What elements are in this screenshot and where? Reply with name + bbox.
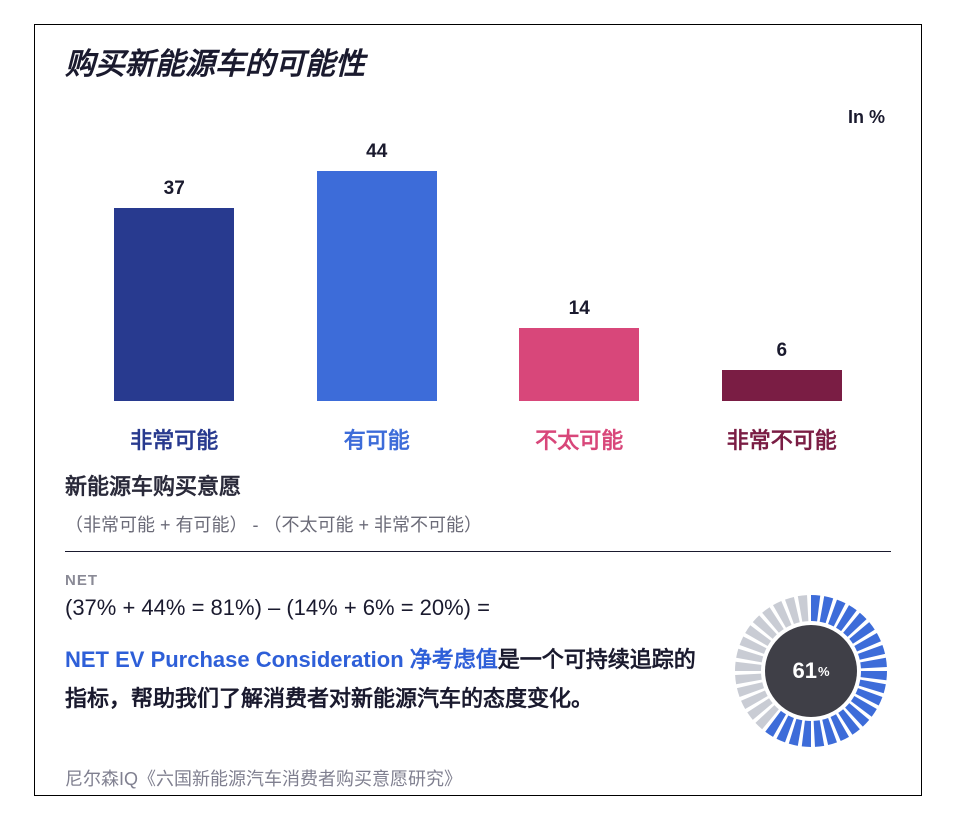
bar-chart: In % 37 44 14 6 — [65, 101, 891, 401]
bar-group: 14 — [478, 101, 681, 401]
bar-value-label: 44 — [366, 141, 387, 163]
bar — [722, 370, 842, 401]
bar-value-label: 37 — [164, 178, 185, 200]
source-text: 尼尔森IQ《六国新能源汽车消费者购买意愿研究》 — [65, 765, 891, 791]
bar-group: 37 — [73, 101, 276, 401]
gauge-value-unit: % — [818, 664, 830, 679]
description-highlight: NET EV Purchase Consideration 净考虑值 — [65, 647, 498, 672]
page-title: 购买新能源车的可能性 — [65, 39, 891, 83]
bar-value-label: 14 — [569, 298, 590, 320]
bar-group: 6 — [681, 101, 884, 401]
gauge-value: 61% — [731, 591, 891, 751]
bar-value-label: 6 — [776, 340, 787, 362]
unit-label: In % — [848, 107, 885, 128]
formula-text: （非常可能 + 有可能） - （不太可能 + 非常不可能） — [65, 511, 891, 552]
bar — [114, 208, 234, 401]
category-label: 非常不可能 — [681, 423, 884, 455]
infographic-container: 购买新能源车的可能性 In % 37 44 14 6 非常可能有可能不太可能非常不可能… — [34, 24, 922, 796]
bar-group: 44 — [276, 101, 479, 401]
net-label: NET — [65, 572, 891, 589]
category-label: 不太可能 — [478, 423, 681, 455]
category-labels-row: 非常可能有可能不太可能非常不可能 — [65, 401, 891, 455]
gauge-value-number: 61 — [792, 658, 816, 684]
gauge-chart: 61% — [731, 591, 891, 751]
description-text: NET EV Purchase Consideration 净考虑值是一个可持续… — [65, 641, 711, 718]
bar — [519, 328, 639, 401]
subheading: 新能源车购买意愿 — [65, 469, 891, 501]
category-label: 非常可能 — [73, 423, 276, 455]
category-label: 有可能 — [276, 423, 479, 455]
bar — [317, 171, 437, 401]
bottom-row: NET EV Purchase Consideration 净考虑值是一个可持续… — [65, 641, 891, 751]
